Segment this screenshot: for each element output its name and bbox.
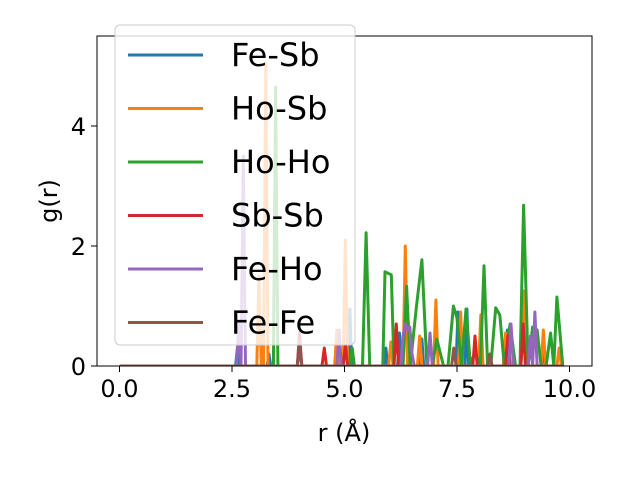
x-tick-label: 5.0 (325, 375, 363, 403)
series-line-sb-sb (119, 322, 564, 366)
x-tick-label: 0.0 (100, 375, 138, 403)
series-layer (119, 61, 565, 366)
y-axis: 0 2 4 (71, 113, 97, 381)
x-axis-label: r (Å) (318, 418, 371, 447)
x-tick-label: 2.5 (213, 375, 251, 403)
y-axis-label: g(r) (35, 179, 63, 223)
legend-label-ho-ho: Ho-Ho (231, 143, 330, 181)
series-line-fe-fe (119, 343, 564, 366)
legend: Fe-Sb Ho-Sb Ho-Ho Sb-Sb Fe-Ho Fe-Fe (114, 24, 356, 346)
series-line-ho-ho (119, 85, 565, 366)
y-tick-label: 0 (71, 353, 86, 381)
x-tick-label: 7.5 (438, 375, 476, 403)
series-line-fe-ho (119, 154, 564, 366)
y-tick-label: 4 (71, 113, 86, 141)
legend-label-fe-ho: Fe-Ho (231, 250, 323, 288)
legend-box (114, 24, 356, 346)
legend-label-sb-sb: Sb-Sb (231, 197, 324, 235)
legend-label-ho-sb: Ho-Sb (231, 90, 327, 128)
y-tick-label: 2 (71, 233, 86, 261)
x-axis: 0.0 2.5 5.0 7.5 10.0 (100, 366, 596, 403)
legend-label-fe-sb: Fe-Sb (231, 36, 320, 74)
legend-label-fe-fe: Fe-Fe (231, 304, 315, 342)
x-tick-label: 10.0 (543, 375, 596, 403)
